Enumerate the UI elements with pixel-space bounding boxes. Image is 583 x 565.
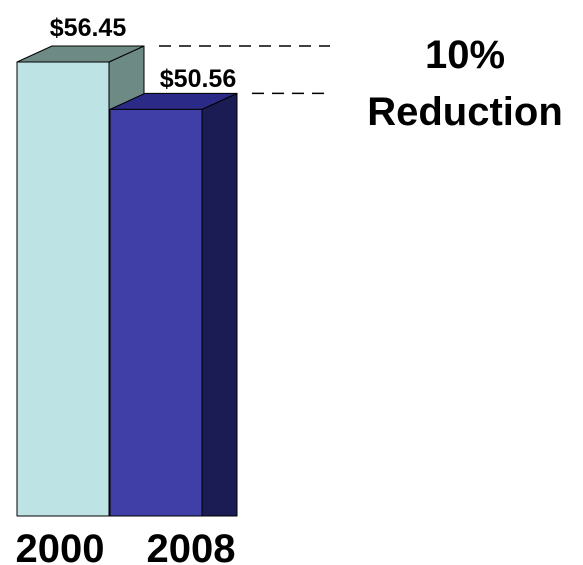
bars-layer: [16, 45, 238, 517]
x-tick-label-2000: 2000: [16, 527, 105, 565]
leader-lines: [159, 45, 330, 95]
x-tick-label-2008: 2008: [147, 527, 236, 565]
annotation-percent: 10%: [425, 33, 505, 77]
value-label-2008: $50.56: [160, 65, 236, 93]
bar-side-2008: [201, 92, 238, 517]
value-label-2000: $56.45: [50, 14, 127, 42]
annotation-reduction: Reduction: [367, 90, 563, 134]
bar-2000: [16, 61, 110, 517]
bar-2008: [109, 108, 203, 517]
